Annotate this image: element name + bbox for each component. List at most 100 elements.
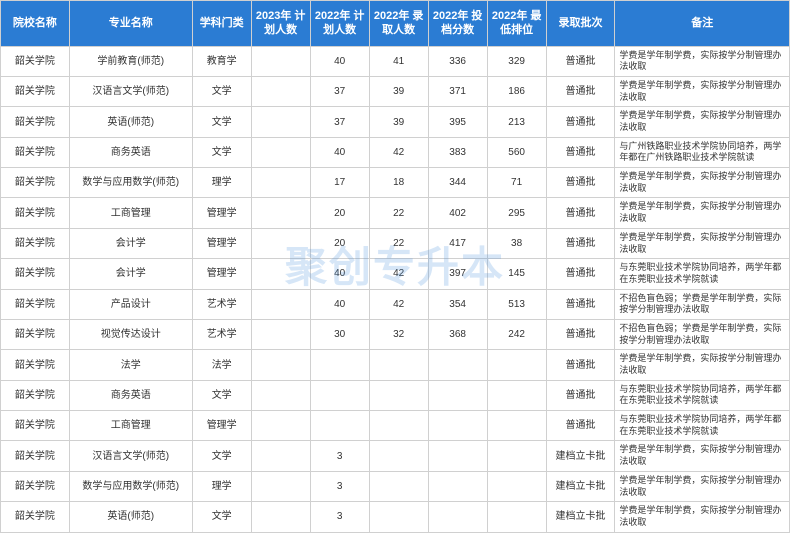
cell: 与广州铁路职业技术学院协同培养，两学年都在广州铁路职业技术学院就读 [615, 137, 790, 167]
cell: 40 [310, 46, 369, 76]
table-row: 韶关学院汉语言文学(师范)文学3建档立卡批学费是学年制学费，实际按学分制管理办法… [1, 441, 790, 471]
cell: 文学 [192, 380, 251, 410]
cell: 艺术学 [192, 289, 251, 319]
cell: 38 [487, 228, 546, 258]
col-category: 学科门类 [192, 1, 251, 47]
cell [251, 198, 310, 228]
cell [428, 350, 487, 380]
col-remark: 备注 [615, 1, 790, 47]
cell: 韶关学院 [1, 441, 70, 471]
cell: 普通批 [546, 198, 615, 228]
cell: 20 [310, 228, 369, 258]
cell [369, 471, 428, 501]
cell: 管理学 [192, 198, 251, 228]
cell: 42 [369, 137, 428, 167]
cell: 韶关学院 [1, 76, 70, 106]
cell [251, 441, 310, 471]
cell: 韶关学院 [1, 198, 70, 228]
cell: 344 [428, 168, 487, 198]
cell: 402 [428, 198, 487, 228]
admissions-table: 院校名称 专业名称 学科门类 2023年 计划人数 2022年 计划人数 202… [0, 0, 790, 533]
cell: 不招色盲色弱；学费是学年制学费，实际按学分制管理办法收取 [615, 289, 790, 319]
cell: 3 [310, 471, 369, 501]
col-plan-2023: 2023年 计划人数 [251, 1, 310, 47]
cell [369, 411, 428, 441]
cell: 30 [310, 319, 369, 349]
cell: 学费是学年制学费，实际按学分制管理办法收取 [615, 471, 790, 501]
table-row: 韶关学院工商管理管理学2022402295普通批学费是学年制学费，实际按学分制管… [1, 198, 790, 228]
table-row: 韶关学院数学与应用数学(师范)理学171834471普通批学费是学年制学费，实际… [1, 168, 790, 198]
cell: 普通批 [546, 107, 615, 137]
table-row: 韶关学院商务英语文学普通批与东莞职业技术学院协同培养，两学年都在东莞职业技术学院… [1, 380, 790, 410]
cell: 韶关学院 [1, 289, 70, 319]
cell: 336 [428, 46, 487, 76]
table-row: 韶关学院汉语言文学(师范)文学3739371186普通批学费是学年制学费，实际按… [1, 76, 790, 106]
cell: 普通批 [546, 46, 615, 76]
cell [251, 411, 310, 441]
cell: 368 [428, 319, 487, 349]
cell: 管理学 [192, 411, 251, 441]
cell: 71 [487, 168, 546, 198]
cell [428, 441, 487, 471]
table-row: 韶关学院会计学管理学4042397145普通批与东莞职业技术学院协同培养，两学年… [1, 259, 790, 289]
table-row: 韶关学院数学与应用数学(师范)理学3建档立卡批学费是学年制学费，实际按学分制管理… [1, 471, 790, 501]
cell [369, 350, 428, 380]
cell: 与东莞职业技术学院协同培养，两学年都在东莞职业技术学院就读 [615, 411, 790, 441]
cell: 普通批 [546, 168, 615, 198]
cell: 产品设计 [69, 289, 192, 319]
cell: 韶关学院 [1, 350, 70, 380]
cell: 学前教育(师范) [69, 46, 192, 76]
table-row: 韶关学院工商管理管理学 普通批与东莞职业技术学院协同培养，两学年都在东莞职业技术学… [1, 411, 790, 441]
cell: 普通批 [546, 380, 615, 410]
table-row: 韶关学院会计学管理学202241738普通批学费是学年制学费，实际按学分制管理办… [1, 228, 790, 258]
cell [251, 46, 310, 76]
cell: 329 [487, 46, 546, 76]
cell: 管理学 [192, 228, 251, 258]
cell [251, 228, 310, 258]
cell: 学费是学年制学费，实际按学分制管理办法收取 [615, 46, 790, 76]
cell: 普通批 [546, 411, 615, 441]
cell: 艺术学 [192, 319, 251, 349]
cell: 汉语言文学(师范) [69, 441, 192, 471]
cell: 工商管理 [69, 411, 192, 441]
cell: 工商管理 [69, 198, 192, 228]
cell [251, 319, 310, 349]
cell: 文学 [192, 441, 251, 471]
col-rank-2022: 2022年 最低排位 [487, 1, 546, 47]
cell: 会计学 [69, 259, 192, 289]
cell: 3 [310, 441, 369, 471]
cell [251, 380, 310, 410]
cell: 理学 [192, 471, 251, 501]
cell: 295 [487, 198, 546, 228]
cell: 韶关学院 [1, 259, 70, 289]
cell [487, 411, 546, 441]
cell: 40 [310, 259, 369, 289]
table-row: 韶关学院学前教育(师范)教育学4041336329普通批学费是学年制学费，实际按… [1, 46, 790, 76]
cell: 韶关学院 [1, 411, 70, 441]
cell: 普通批 [546, 137, 615, 167]
table-header: 院校名称 专业名称 学科门类 2023年 计划人数 2022年 计划人数 202… [1, 1, 790, 47]
cell: 学费是学年制学费，实际按学分制管理办法收取 [615, 198, 790, 228]
col-school: 院校名称 [1, 1, 70, 47]
cell: 383 [428, 137, 487, 167]
cell [251, 350, 310, 380]
table-row: 韶关学院英语(师范)文学3739395213普通批学费是学年制学费，实际按学分制… [1, 107, 790, 137]
cell: 41 [369, 46, 428, 76]
cell: 417 [428, 228, 487, 258]
cell: 学费是学年制学费，实际按学分制管理办法收取 [615, 76, 790, 106]
cell: 文学 [192, 137, 251, 167]
cell: 学费是学年制学费，实际按学分制管理办法收取 [615, 441, 790, 471]
table-body: 韶关学院学前教育(师范)教育学4041336329普通批学费是学年制学费，实际按… [1, 46, 790, 532]
cell: 学费是学年制学费，实际按学分制管理办法收取 [615, 350, 790, 380]
cell: 韶关学院 [1, 137, 70, 167]
cell: 40 [310, 137, 369, 167]
cell: 371 [428, 76, 487, 106]
cell [251, 259, 310, 289]
cell: 不招色盲色弱；学费是学年制学费，实际按学分制管理办法收取 [615, 319, 790, 349]
cell: 普通批 [546, 228, 615, 258]
cell [251, 471, 310, 501]
cell: 普通批 [546, 319, 615, 349]
cell: 学费是学年制学费，实际按学分制管理办法收取 [615, 168, 790, 198]
cell: 242 [487, 319, 546, 349]
cell: 40 [310, 289, 369, 319]
